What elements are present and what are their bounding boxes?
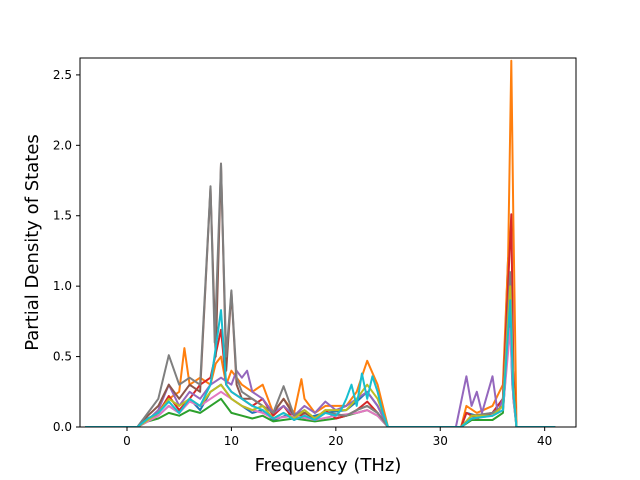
y-axis-label: Partial Density of States	[22, 134, 43, 351]
x-tick-label: 40	[537, 434, 552, 448]
x-tick-label: 0	[123, 434, 131, 448]
y-tick-label: 2.5	[53, 68, 72, 82]
y-tick-label: 1.0	[53, 279, 72, 293]
series-layer	[85, 59, 556, 427]
plot-area	[80, 58, 576, 427]
y-tick-label: 0.0	[53, 420, 72, 434]
x-tick-label: 10	[224, 434, 239, 448]
y-tick-label: 2.0	[53, 138, 72, 152]
x-tick-label: 20	[328, 434, 343, 448]
y-axis-ticks: 0.0 0.5 1.0 1.5 2.0 2.5	[53, 68, 80, 434]
series-line-9	[85, 299, 556, 427]
series-line-2	[85, 313, 556, 427]
x-axis-ticks: 0 10 20 30 40	[123, 427, 552, 448]
y-tick-label: 0.5	[53, 350, 72, 364]
x-tick-label: 30	[433, 434, 448, 448]
series-line-4	[85, 299, 556, 427]
plot-frame	[79, 57, 577, 428]
x-axis-label: Frequency (THz)	[255, 455, 402, 476]
y-tick-label: 1.5	[53, 209, 72, 223]
